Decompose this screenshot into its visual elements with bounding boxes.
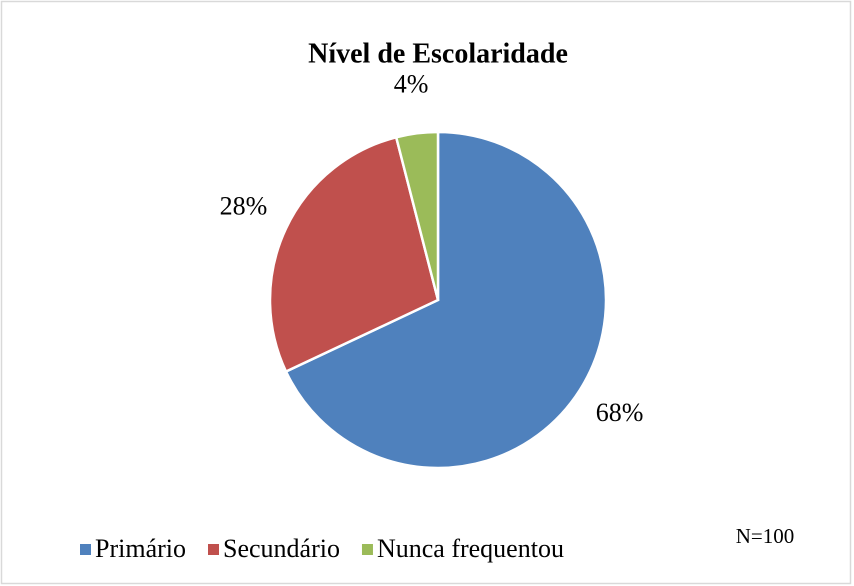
legend-swatch	[208, 544, 219, 555]
legend-label: Primário	[95, 534, 186, 563]
data-label: 68%	[596, 398, 644, 427]
legend-label: Secundário	[223, 534, 340, 563]
legend-swatch	[80, 544, 91, 555]
data-label: 4%	[394, 70, 429, 99]
pie-slice	[284, 130, 608, 470]
pie-slice	[268, 135, 440, 374]
annotation: N=100	[736, 524, 795, 548]
legend-label: Nunca frequentou	[377, 534, 564, 563]
data-label: 28%	[220, 191, 268, 220]
pie-slice	[394, 130, 440, 301]
legend-swatch	[361, 544, 373, 555]
chart-title: Nível de Escolaridade	[308, 38, 568, 69]
